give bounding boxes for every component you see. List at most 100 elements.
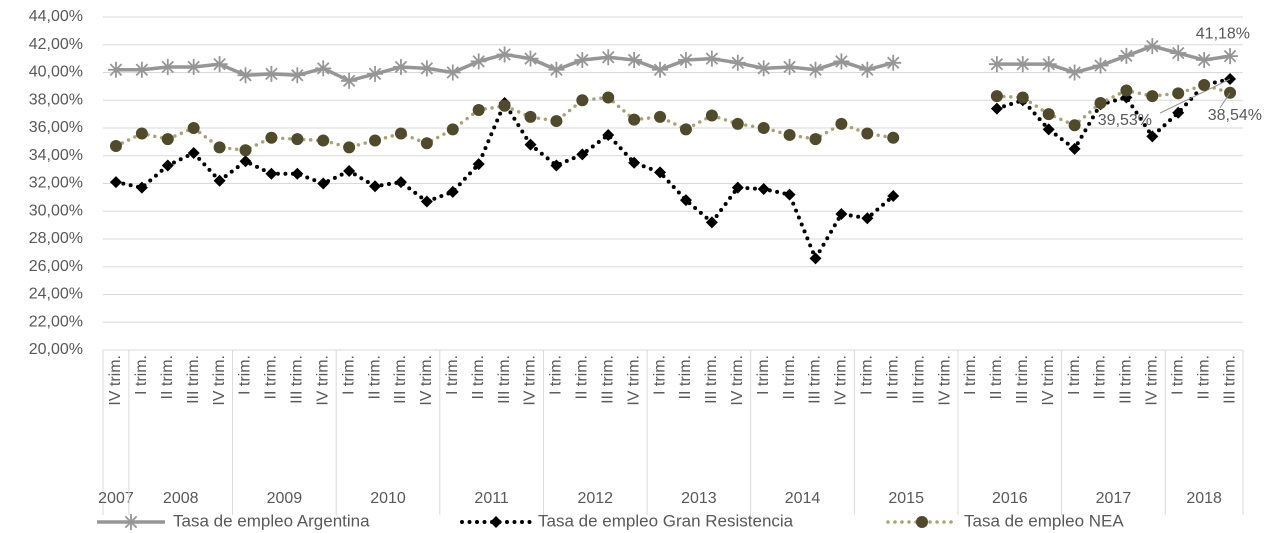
marker [524,110,537,123]
marker [781,58,798,75]
marker [187,122,200,134]
x-tick-label: IV trim. [833,355,850,406]
series: 38,54% [109,78,1262,157]
marker-stroke [1171,46,1185,60]
marker [133,61,150,78]
marker-stroke [124,515,138,529]
x-tick-label: IV trim. [1144,355,1161,406]
marker-stroke [265,67,278,81]
leader-line [1159,78,1231,114]
marker [783,128,796,141]
marker [600,49,617,66]
marker [291,167,304,180]
marker [289,67,306,84]
year-label: 2012 [577,490,613,507]
marker [1146,90,1159,103]
year-label: 2013 [681,490,717,507]
marker-stroke [653,63,667,76]
marker-stroke [1146,39,1159,53]
y-tick-label: 34,00% [29,147,83,164]
marker-stroke [1016,57,1030,71]
x-tick-label: II trim. [988,355,1005,399]
marker [652,61,669,78]
y-tick-label: 20,00% [29,341,83,358]
marker [731,117,744,130]
marker [109,176,122,189]
x-tick-label: III trim. [1221,355,1238,404]
marker-stroke [1094,59,1107,72]
x-tick-label: II trim. [781,355,798,399]
marker-stroke [213,57,226,71]
marker-stroke [550,63,563,76]
y-tick-label: 30,00% [29,202,83,219]
x-tick-label: II trim. [470,355,487,399]
marker [263,65,280,82]
x-tick-label: I trim. [859,355,876,395]
marker [628,113,641,126]
y-tick-label: 22,00% [29,313,83,330]
y-tick-label: 36,00% [29,119,83,136]
marker [654,110,667,123]
marker [861,212,874,225]
marker-stroke [1042,57,1055,71]
marker [265,131,278,144]
marker [135,127,148,140]
marker [470,53,487,70]
marker [291,133,304,146]
marker [1042,123,1055,136]
marker-stroke [239,69,252,82]
marker-stroke [291,69,304,82]
x-tick-label: IV trim. [625,355,642,406]
marker [628,156,641,169]
marker [833,53,850,70]
year-label: 2010 [370,490,406,507]
y-tick-label: 32,00% [29,175,83,192]
marker [1016,91,1029,104]
year-label: 2016 [992,490,1028,507]
marker-stroke [886,56,900,70]
marker [1092,57,1109,74]
x-tick-label: II trim. [366,355,383,399]
x-tick-label: IV trim. [936,355,953,406]
marker [522,50,539,67]
x-tick-label: I trim. [651,355,668,395]
marker [107,61,124,78]
marker [916,516,928,528]
x-tick-label: IV trim. [729,355,746,406]
x-tick-label: I trim. [133,355,150,395]
marker-stroke [161,60,175,74]
marker [550,159,563,172]
marker [341,72,358,89]
marker-stroke [472,55,485,68]
marker-stroke [1197,53,1211,67]
marker [343,141,356,154]
y-tick-label: 44,00% [29,8,83,25]
marker [602,91,615,104]
marker [705,109,718,122]
series-line [115,44,1231,83]
marker [239,144,252,157]
x-tick-label: I trim. [237,355,254,395]
x-tick-label: III trim. [392,355,409,404]
marker [239,155,252,168]
marker [135,181,148,194]
marker [1198,78,1211,91]
x-tick-label: III trim. [910,355,927,404]
marker [265,167,278,180]
marker [213,174,226,187]
marker-stroke [1068,66,1081,79]
data-label: 39,53% [1098,112,1152,129]
marker [496,46,513,63]
marker [1196,52,1213,69]
marker [490,516,502,528]
marker [159,58,176,75]
marker [1170,45,1187,62]
marker [809,133,822,146]
marker [550,115,563,128]
year-label: 2018 [1186,490,1222,507]
leader-line [1219,92,1231,109]
marker [887,131,900,144]
marker [807,61,824,78]
x-tick-label: III trim. [703,355,720,404]
